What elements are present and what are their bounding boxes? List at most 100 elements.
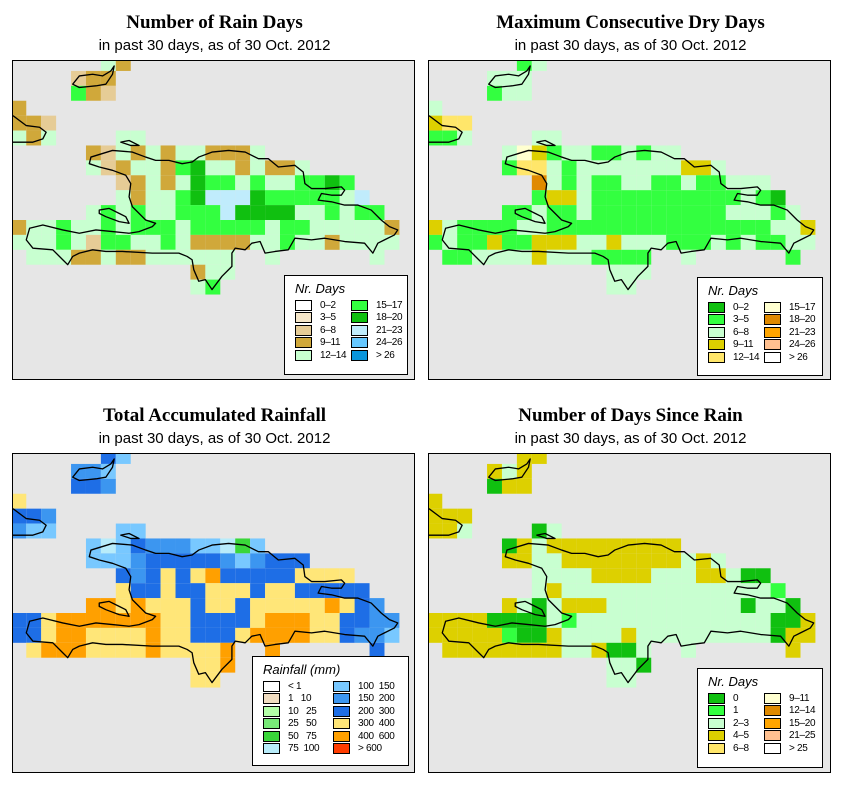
grid-cell: [145, 627, 161, 643]
grid-cell: [429, 234, 443, 250]
grid-cell: [755, 175, 771, 191]
grid-cell: [115, 642, 131, 658]
grid-cell: [576, 568, 592, 584]
grid-cell: [160, 249, 176, 265]
grid-cell: [770, 583, 786, 599]
legend-item: > 25: [764, 742, 815, 754]
legend-label: 9–11: [789, 692, 810, 704]
grid-cell: [576, 553, 592, 569]
panel-subtitle: in past 30 days, as of 30 Oct. 2012: [98, 37, 331, 54]
grid-cell: [516, 454, 532, 464]
grid-cell: [220, 598, 236, 613]
legend-swatch: [333, 693, 350, 704]
grid-cell: [265, 627, 281, 643]
grid-cell: [576, 145, 592, 161]
legend-label: 9–11: [733, 339, 754, 350]
grid-cell: [235, 234, 251, 250]
grid-cell: [606, 205, 622, 220]
inagua-island-coastline: [488, 65, 531, 89]
grid-cell: [130, 130, 146, 146]
grid-cell: [636, 583, 652, 599]
grid-cell: [621, 264, 637, 280]
grid-cell: [354, 583, 370, 599]
grid-cell: [294, 190, 310, 206]
grid-cell: [531, 538, 547, 554]
legend-swatch: [764, 717, 781, 729]
inagua-island-coastline: [72, 65, 115, 89]
legend-item: 200 300: [333, 705, 395, 717]
grid-cell: [369, 234, 385, 250]
legend-label: 24–26: [376, 337, 403, 348]
grid-cell: [666, 175, 682, 191]
grid-cell: [740, 220, 756, 235]
grid-cell: [71, 234, 86, 250]
grid-cell: [265, 190, 281, 206]
grid-cell: [280, 598, 295, 613]
grid-cell: [636, 538, 652, 554]
legend-label: 6–8: [320, 324, 336, 336]
grid-cell: [576, 160, 592, 176]
grid-cell: [175, 220, 191, 235]
grid-cell: [220, 160, 236, 176]
grid-cell: [130, 175, 146, 191]
grid-cell: [115, 61, 131, 71]
grid-cell: [265, 160, 281, 176]
grid-cell: [442, 523, 458, 539]
grid-cell: [501, 234, 517, 250]
grid-cell: [205, 642, 221, 658]
grid-cell: [100, 145, 116, 161]
legend-title: Nr. Days: [708, 283, 759, 298]
legend-column: 0–2 3–5 6–8 9–11 12–14: [708, 301, 760, 364]
grid-cell: [205, 220, 221, 235]
grid-cell: [576, 234, 592, 250]
grid-cell: [339, 175, 355, 191]
grid-cell: [265, 249, 281, 265]
grid-cell: [561, 553, 577, 569]
grid-cell: [472, 249, 488, 265]
grid-cell: [190, 279, 206, 295]
grid-cell: [26, 508, 42, 524]
grid-cell: [190, 627, 206, 643]
grid-cell: [621, 553, 637, 569]
grid-cell: [13, 234, 27, 250]
grid-cell: [115, 175, 131, 191]
grid-cell: [100, 454, 116, 464]
panel-title: Total Accumulated Rainfall: [102, 405, 327, 426]
grid-cell: [369, 627, 385, 643]
grid-cell: [561, 249, 577, 265]
grid-cell: [250, 613, 266, 628]
grid-cell: [636, 264, 652, 280]
grid-cell: [546, 130, 562, 146]
grid-cell: [770, 220, 786, 235]
grid-cell: [175, 598, 191, 613]
grid-cell: [755, 613, 771, 628]
grid-cell: [130, 642, 146, 658]
grid-cell: [800, 627, 816, 643]
grid-cell: [160, 538, 176, 554]
grid-cell: [546, 175, 562, 191]
grid-cell: [220, 538, 236, 554]
grid-cell: [100, 85, 116, 101]
grid-cell: [115, 627, 131, 643]
grid-cell: [546, 145, 562, 161]
legend-label: 12–14: [733, 351, 760, 363]
grid-cell: [710, 568, 726, 584]
grid-cell: [561, 538, 577, 554]
grid-cell: [621, 583, 637, 599]
grid-cell: [621, 613, 637, 628]
grid-cell: [205, 538, 221, 554]
grid-cell: [606, 190, 622, 206]
grid-cell: [725, 568, 741, 584]
grid-cell: [606, 553, 622, 569]
legend-label: < 1: [288, 680, 302, 692]
legend-label: > 26: [376, 349, 395, 361]
grid-cell: [354, 205, 370, 220]
grid-cell: [666, 553, 682, 569]
grid-cell: [651, 160, 667, 176]
grid-cell: [606, 568, 622, 584]
grid-cell: [130, 523, 146, 539]
grid-cell: [725, 613, 741, 628]
hispaniola-coastline: [25, 149, 399, 291]
